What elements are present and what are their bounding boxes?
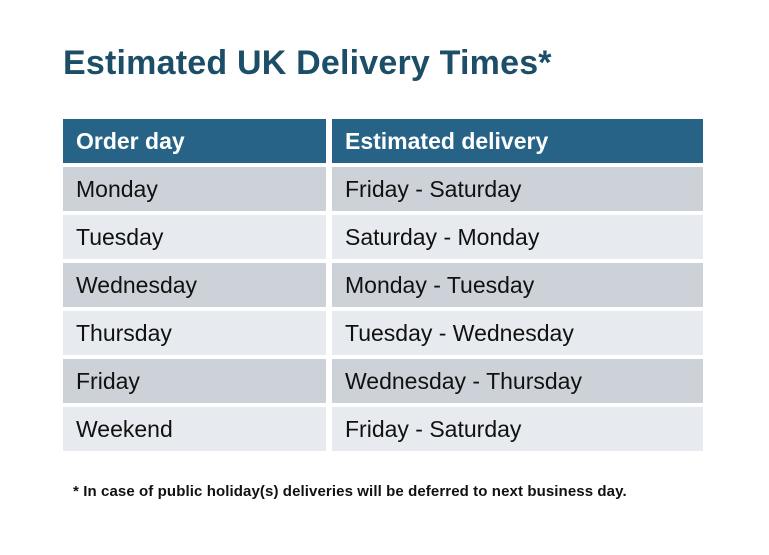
column-header-order-day: Order day xyxy=(63,119,326,163)
footnote: * In case of public holiday(s) deliverie… xyxy=(73,483,627,500)
column-header-estimated-delivery: Estimated delivery xyxy=(332,119,703,163)
order-day-cell: Friday xyxy=(63,359,326,403)
estimated-delivery-cell: Friday - Saturday xyxy=(332,407,703,451)
estimated-delivery-cell: Wednesday - Thursday xyxy=(332,359,703,403)
table-row: Weekend Friday - Saturday xyxy=(63,407,703,451)
page-title: Estimated UK Delivery Times* xyxy=(63,44,552,82)
table-row: Thursday Tuesday - Wednesday xyxy=(63,311,703,355)
table-row: Wednesday Monday - Tuesday xyxy=(63,263,703,307)
delivery-times-table: Order day Estimated delivery Monday Frid… xyxy=(63,119,703,451)
order-day-cell: Wednesday xyxy=(63,263,326,307)
table-header-row: Order day Estimated delivery xyxy=(63,119,703,163)
table-row: Friday Wednesday - Thursday xyxy=(63,359,703,403)
order-day-cell: Monday xyxy=(63,167,326,211)
order-day-cell: Weekend xyxy=(63,407,326,451)
estimated-delivery-cell: Tuesday - Wednesday xyxy=(332,311,703,355)
table-row: Tuesday Saturday - Monday xyxy=(63,215,703,259)
estimated-delivery-cell: Monday - Tuesday xyxy=(332,263,703,307)
table-body: Monday Friday - Saturday Tuesday Saturda… xyxy=(63,167,703,451)
order-day-cell: Tuesday xyxy=(63,215,326,259)
estimated-delivery-cell: Saturday - Monday xyxy=(332,215,703,259)
estimated-delivery-cell: Friday - Saturday xyxy=(332,167,703,211)
order-day-cell: Thursday xyxy=(63,311,326,355)
table-row: Monday Friday - Saturday xyxy=(63,167,703,211)
